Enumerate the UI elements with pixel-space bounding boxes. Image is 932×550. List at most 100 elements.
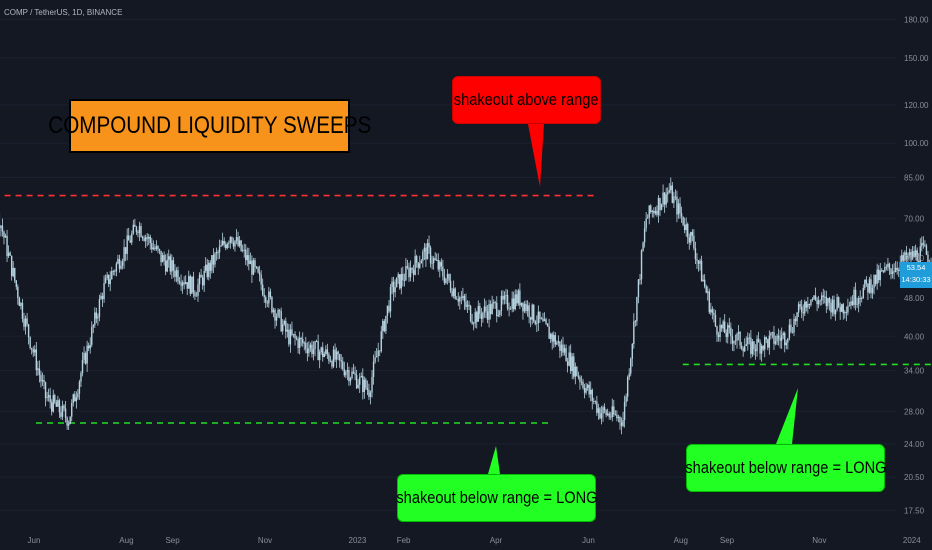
candle-body (460, 297, 463, 299)
candles (0, 177, 932, 435)
candle-body (308, 348, 310, 354)
candle-body (392, 281, 395, 293)
candle-body (902, 255, 905, 261)
candle-body (315, 341, 318, 342)
candle-body (157, 246, 159, 250)
candle-body (882, 270, 885, 272)
candle-body (745, 344, 747, 347)
candle-body (21, 302, 24, 320)
y-tick-label: 20.50 (904, 473, 925, 482)
candle-body (748, 337, 751, 339)
candle-body (78, 381, 81, 394)
candle-body (406, 266, 409, 268)
candle-body (89, 344, 91, 349)
candle-body (808, 303, 811, 305)
candle-body (793, 318, 795, 333)
candle-body (665, 194, 667, 205)
candle-body (397, 274, 399, 278)
candle-body (770, 333, 772, 336)
candle-body (723, 321, 726, 333)
candle-body (731, 336, 734, 344)
x-tick-label: 2023 (349, 536, 367, 545)
candle-body (143, 238, 145, 241)
candle-body (348, 370, 350, 382)
candle-body (619, 416, 621, 423)
candle-body (841, 304, 843, 312)
candle-body (662, 192, 664, 205)
candle-body (355, 374, 358, 388)
candle-body (913, 251, 915, 257)
candle-body (211, 255, 213, 271)
candle-body (585, 387, 587, 393)
candle-body (389, 287, 392, 312)
candle-body (756, 338, 758, 352)
candle-body (651, 211, 654, 213)
candle-body (569, 352, 572, 372)
candle-body (736, 333, 738, 341)
candle-body (599, 408, 601, 419)
callout-pointers (488, 124, 798, 474)
candle-body (325, 349, 327, 354)
candle-body (298, 337, 301, 349)
candle-body (730, 327, 732, 337)
candle-body (225, 244, 227, 249)
candle-body (825, 296, 828, 307)
candle-body (32, 349, 34, 353)
candle-body (728, 325, 731, 328)
callout-bottom-left: shakeout below range = LONG (396, 474, 597, 522)
candle-body (794, 318, 797, 322)
candle-body (905, 252, 908, 260)
candle-body (502, 295, 504, 300)
candle-body (146, 237, 148, 239)
candle-body (47, 395, 50, 398)
candle-body (754, 349, 757, 352)
candle-body (205, 264, 207, 271)
callout-bottom-right-label: shakeout below range = LONG (684, 458, 887, 477)
candle-body (249, 260, 252, 265)
candle-body (380, 331, 382, 352)
candle-body (600, 413, 603, 419)
candle-body (118, 258, 121, 269)
candle-body (412, 269, 415, 275)
candle-body (18, 298, 21, 307)
candle-body (554, 335, 556, 345)
candle-body (41, 380, 44, 382)
candle-body (238, 240, 241, 246)
candle-body (821, 295, 823, 301)
candle-body (822, 295, 824, 297)
candle-body (916, 250, 918, 262)
candle-body (919, 246, 921, 263)
candle-body (169, 256, 171, 272)
candle-body (476, 312, 478, 322)
candle-body (459, 297, 461, 302)
y-tick-label: 40.00 (904, 332, 925, 341)
candle-body (819, 300, 821, 302)
candle-body (663, 192, 666, 205)
candle-body (594, 401, 597, 402)
candle-body (314, 341, 316, 350)
candle-body (288, 329, 290, 345)
candle-body (101, 295, 104, 300)
candle-body (857, 298, 860, 304)
candle-body (12, 268, 14, 277)
candle-body (559, 341, 561, 351)
candle-body (129, 240, 131, 243)
candle-body (771, 332, 774, 334)
candle-body (850, 301, 852, 306)
candle-body (229, 237, 232, 243)
candle-body (43, 380, 45, 383)
candle-body (282, 324, 284, 332)
candle-body (121, 261, 124, 266)
candle-body (10, 255, 13, 277)
candle-body (489, 304, 492, 315)
candle-body (910, 252, 912, 260)
candle-body (429, 247, 432, 264)
candle-body (574, 366, 577, 377)
candle-body (354, 373, 356, 375)
candle-body (382, 320, 384, 332)
candle-body (285, 320, 287, 332)
candle-body (485, 306, 487, 312)
candle-body (556, 342, 558, 345)
candle-body (734, 340, 737, 342)
candle-body (423, 247, 426, 252)
